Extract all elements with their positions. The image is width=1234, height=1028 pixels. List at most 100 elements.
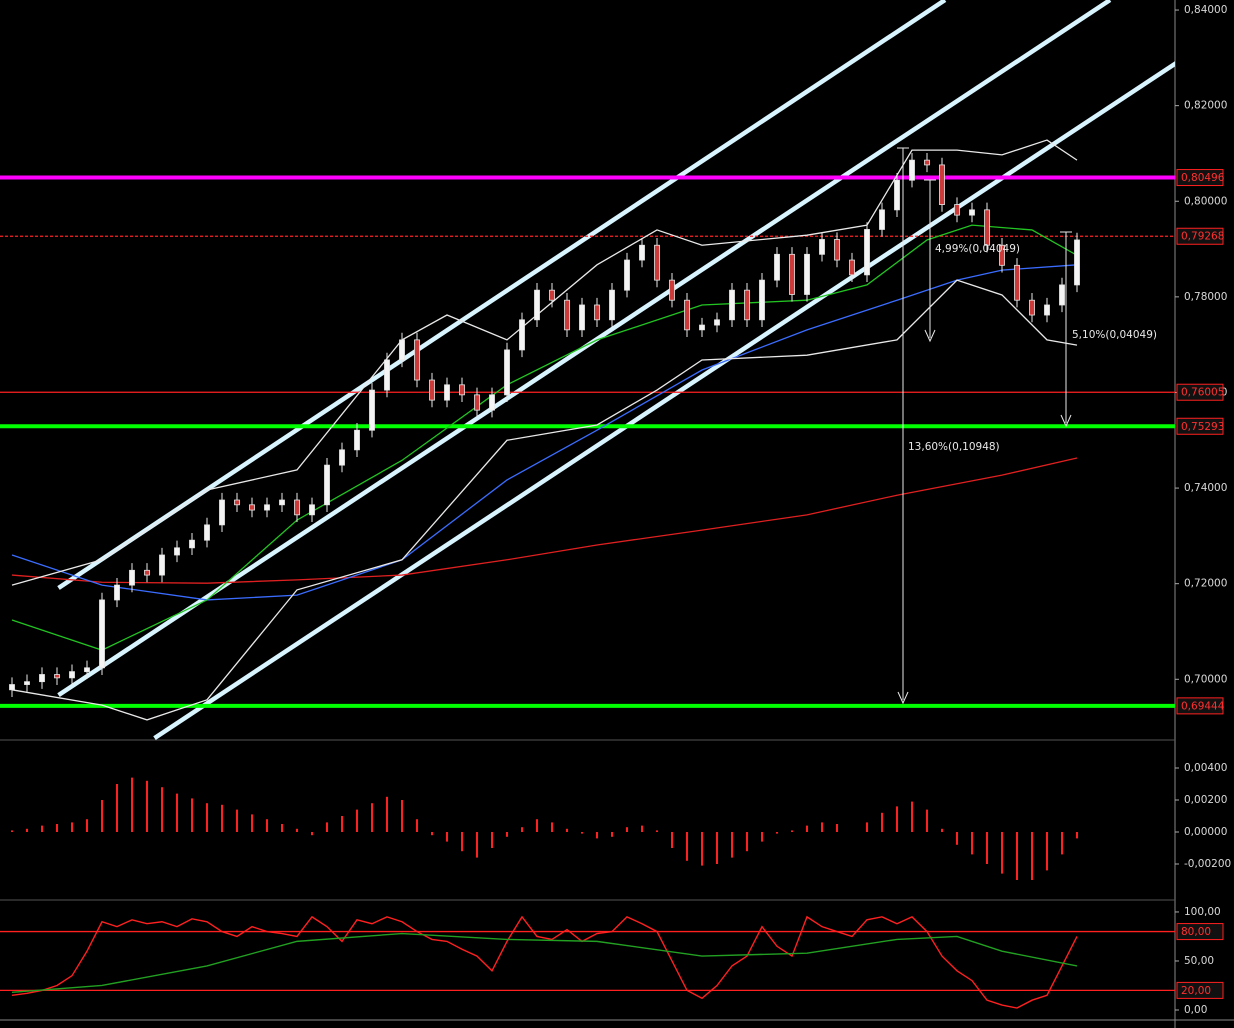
candle-body [624,259,630,291]
candle-body [504,349,510,396]
y-tick-label: 50,00 [1184,955,1214,967]
candle-body [999,244,1005,266]
candle-body [549,289,555,301]
candle-body [384,359,390,391]
candle-body [669,279,675,301]
candle-body [579,304,585,331]
candle-body [654,244,660,281]
candle-body [429,379,435,401]
y-tick-label: -0,00200 [1184,858,1231,870]
candle-body [819,239,825,255]
y-tick-label: 0,00200 [1184,794,1227,806]
candle-body [954,204,960,216]
y-tick-label: 0,78000 [1184,291,1227,303]
candle-body [24,681,30,685]
arrow-head [1060,414,1072,428]
candle-body [9,684,15,691]
candle-body [759,279,765,321]
candle-body [729,289,735,321]
candle-body [909,159,915,181]
overlay-line [11,224,1078,651]
candle-body [1029,299,1035,316]
candle-body [609,289,615,321]
overlay-line [11,279,1078,721]
level-label-box [1176,169,1224,187]
candle-body [519,319,525,351]
candle-body [534,289,540,321]
level-label-box [1176,923,1224,941]
candle-body [984,209,990,246]
candle-body [1059,284,1065,306]
candle-body [144,569,150,576]
candle-body [774,253,780,281]
level-label: 0,75293 [1181,421,1224,433]
candle-body [744,289,750,321]
candle-body [639,244,645,261]
level-label-box [1176,227,1224,245]
candle-body [804,253,810,295]
level-label: 0,76005 [1181,387,1224,399]
level-label-box [1176,697,1224,715]
candle-body [189,539,195,549]
candle-body [204,524,210,541]
y-tick-label: 0,00000 [1184,826,1227,838]
candle-body [864,229,870,276]
y-tick-label: 0,72000 [1184,578,1227,590]
candle-body [279,499,285,506]
candle-body [234,499,240,506]
candle-body [849,259,855,276]
candle-body [309,504,315,516]
stochastic-pane [0,915,1175,1009]
candle-body [294,499,300,516]
candle-body [369,389,375,431]
candle-body [939,164,945,205]
y-tick-label: 100,00 [1184,906,1221,918]
candle-body [399,339,405,361]
candle-body [924,159,930,166]
level-label-box [1176,981,1224,999]
y-tick-label: 0,82000 [1184,100,1227,112]
y-tick-label: 0,84000 [1184,4,1227,16]
indicator-line [11,932,1078,994]
candle-body [69,671,75,679]
candle-body [249,504,255,511]
level-label: 0,69444 [1181,700,1225,712]
measure-arrows [897,147,1072,705]
y-tick-label: 0,80000 [1184,195,1227,207]
candle-body [174,547,180,556]
indicator-line [11,915,1078,1009]
macd-pane [11,777,1078,880]
candle-body [444,384,450,401]
candle-body [1014,264,1020,301]
candle-body [219,499,225,526]
candle-body [474,394,480,411]
candle-body [324,464,330,506]
candle-body [714,319,720,326]
candle-body [99,599,105,669]
measure-label: 13,60%(0,10948) [908,441,1000,453]
candle-body [594,304,600,321]
candle-body [114,584,120,601]
price-pane: 4,99%(0,04049) 5,10%(0,04049) 13,60%(0,109… [0,0,1175,740]
candle-body [699,324,705,331]
y-tick-label: 0,00400 [1184,762,1227,774]
axis: 0,840000,820000,800000,780000,760000,740… [1175,4,1231,1016]
candle-body [834,239,840,261]
y-tick-label: 0,00 [1184,1004,1207,1016]
level-label: 0,80496 [1181,172,1225,184]
candle-body [84,667,90,673]
candle-body [1044,304,1050,316]
candle-body [489,394,495,411]
candle-body [129,569,135,586]
candle-body [459,384,465,396]
candle-body [879,209,885,230]
level-label: 80,00 [1181,926,1211,938]
candle-body [159,554,165,576]
candle-body [969,209,975,216]
level-label-box [1176,383,1224,401]
candle-body [39,674,45,683]
candle-body [789,253,795,295]
